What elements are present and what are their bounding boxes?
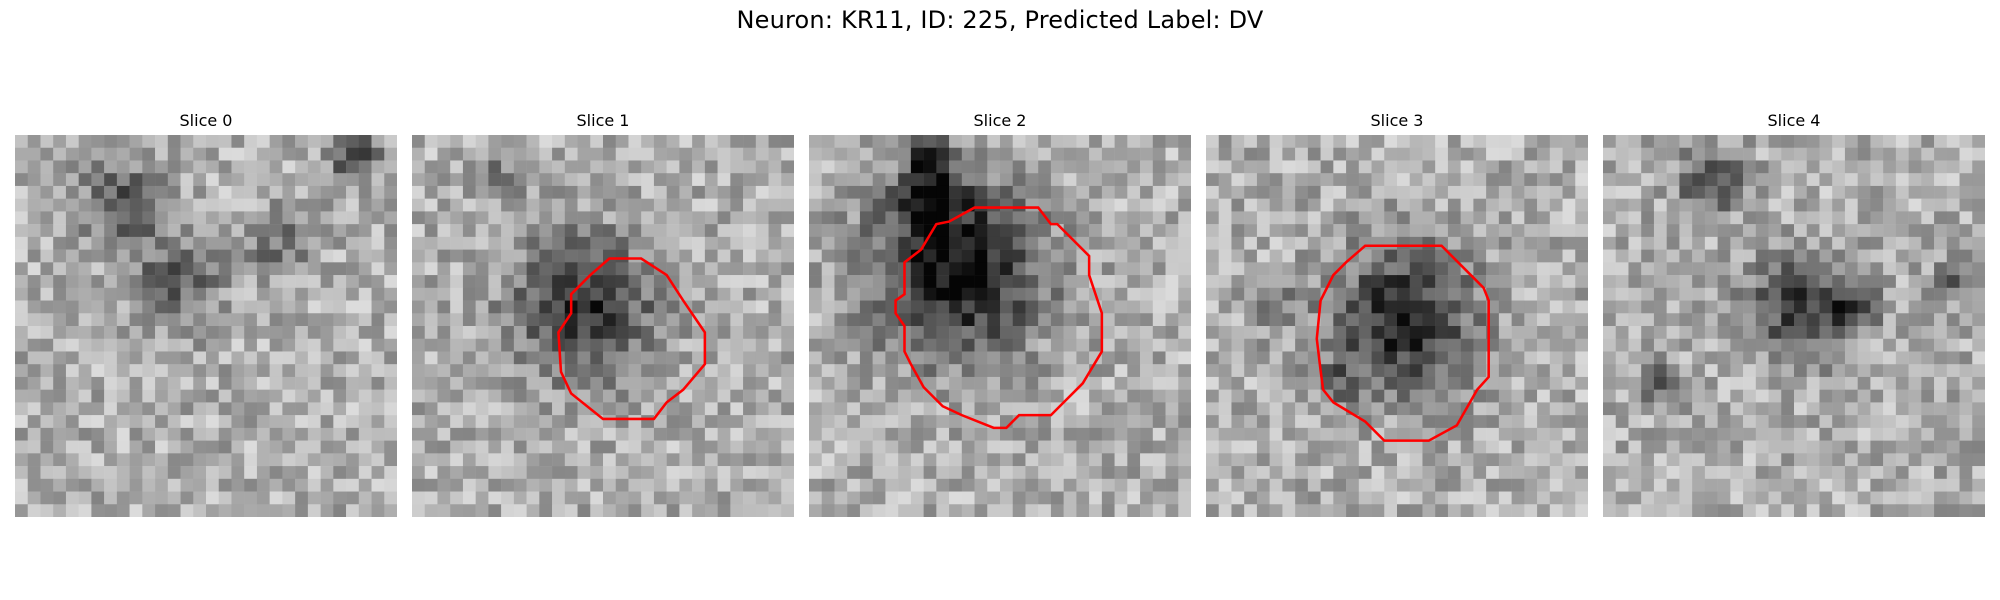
slice-panel-4: Slice 4 — [1603, 110, 1985, 517]
slice-image — [1603, 135, 1985, 517]
slice-title: Slice 3 — [1370, 111, 1424, 130]
slice-title: Slice 1 — [576, 111, 630, 130]
figure-title: Neuron: KR11, ID: 225, Predicted Label: … — [736, 6, 1264, 34]
slice-panel-3: Slice 3 — [1206, 110, 1588, 517]
slice-panel-0: Slice 0 — [15, 110, 397, 517]
slice-title: Slice 0 — [179, 111, 233, 130]
roi-contour — [894, 206, 1104, 430]
slice-image — [15, 135, 397, 517]
slice-title: Slice 4 — [1767, 111, 1821, 130]
slice-panel-1: Slice 1 — [412, 110, 794, 517]
slice-title: Slice 2 — [973, 111, 1027, 130]
slice-image — [1206, 135, 1588, 517]
roi-contour — [557, 257, 707, 421]
slice-image — [412, 135, 794, 517]
slice-image — [809, 135, 1191, 517]
roi-contour — [1315, 244, 1490, 442]
slice-panel-2: Slice 2 — [809, 110, 1191, 517]
